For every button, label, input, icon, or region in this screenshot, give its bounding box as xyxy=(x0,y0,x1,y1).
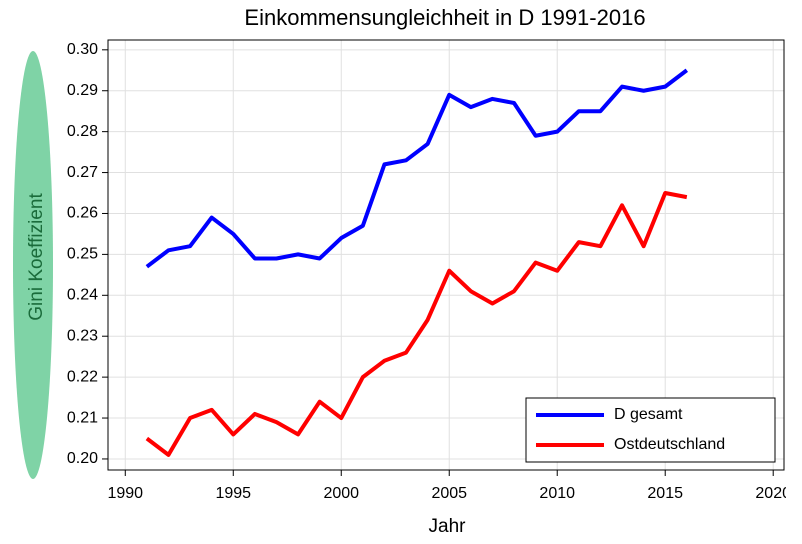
x-tick-label: 2010 xyxy=(539,485,575,502)
x-tick-label: 2015 xyxy=(647,485,683,502)
x-tick-label: 1995 xyxy=(215,485,251,502)
plot-frame xyxy=(107,39,785,471)
y-tick-label: 0.24 xyxy=(67,287,98,304)
x-axis-label: Jahr xyxy=(429,516,467,537)
chart-title: Einkommensungleichheit in D 1991-2016 xyxy=(244,5,645,30)
legend-box xyxy=(525,397,776,463)
y-axis-label: Gini Koeffizient xyxy=(26,193,47,321)
y-tick-label: 0.30 xyxy=(67,41,98,58)
y-tick-label: 0.23 xyxy=(67,327,98,344)
y-tick-label: 0.26 xyxy=(67,205,98,222)
y-tick-label: 0.28 xyxy=(67,123,98,140)
y-tick-label: 0.22 xyxy=(67,368,98,385)
x-tick-label: 2005 xyxy=(431,485,467,502)
legend-label: D gesamt xyxy=(614,406,683,423)
y-tick-label: 0.21 xyxy=(67,409,98,426)
x-tick-label: 2000 xyxy=(323,485,359,502)
series-line xyxy=(145,191,688,457)
legend-label: Ostdeutschland xyxy=(614,436,725,453)
y-tick-label: 0.29 xyxy=(67,82,98,99)
y-label-badge xyxy=(13,51,53,479)
y-tick-label: 0.20 xyxy=(67,450,98,467)
y-tick-label: 0.25 xyxy=(67,246,98,263)
x-tick-label: 2020 xyxy=(755,485,786,502)
x-tick-label: 1990 xyxy=(107,485,143,502)
series-line xyxy=(145,68,689,269)
y-tick-label: 0.27 xyxy=(67,164,98,181)
